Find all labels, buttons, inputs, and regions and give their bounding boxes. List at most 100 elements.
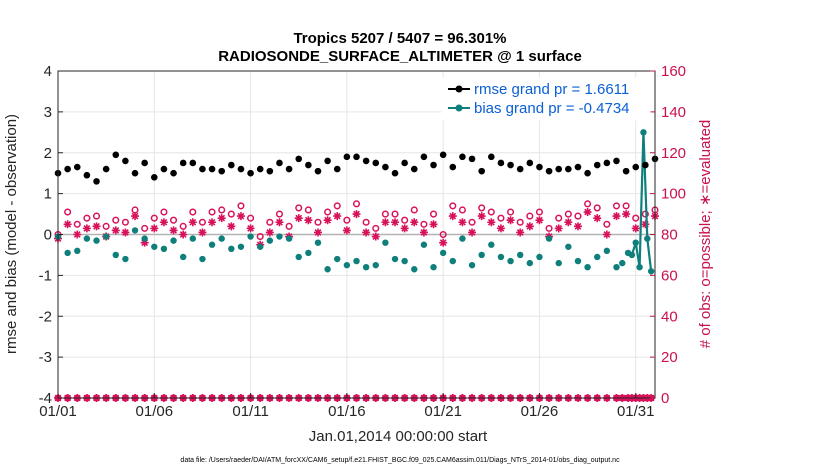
x-tick-label: 01/11 [232, 403, 268, 420]
obs-evaluated-point [573, 222, 582, 231]
rmse-point [478, 167, 485, 175]
bias-point [141, 235, 148, 242]
obs-possible-point [603, 220, 611, 228]
bias-point [257, 243, 264, 250]
rmse-point [266, 167, 274, 175]
rmse-point [141, 159, 148, 167]
x-tick-label: 01/26 [521, 403, 559, 420]
rmse-point [295, 155, 303, 163]
rmse-point [420, 153, 428, 161]
bias-point [555, 259, 562, 267]
bias-point [488, 241, 495, 248]
bias-point [208, 241, 216, 248]
obs-possible-point [275, 210, 284, 218]
obs-evaluated-point [371, 232, 380, 241]
y-right-tick-label: 140 [661, 104, 686, 121]
obs-possible-point [410, 206, 418, 214]
obs-evaluated-point [496, 224, 505, 233]
obs-possible-point [439, 230, 447, 239]
y-right-tick-label: 60 [661, 267, 678, 284]
obs-possible-point [285, 222, 293, 230]
obs-possible-point [112, 216, 120, 224]
obs-possible-point [83, 214, 91, 222]
obs-evaluated-point [429, 220, 438, 229]
bias-point [449, 257, 456, 265]
bias-point [526, 259, 534, 267]
y-axis-left-label: rmse and bias (model - observation) [3, 114, 20, 354]
obs-evaluated-point [169, 226, 178, 235]
y-right-tick-label: 100 [661, 186, 686, 203]
obs-possible-point [189, 208, 197, 216]
rmse-point [122, 157, 129, 165]
obs-possible-point [574, 212, 582, 220]
obs-possible-point [487, 208, 495, 216]
x-axis-ticks: 01/01 01/06 01/11 01/16 01/21 01/26 01/31 [39, 393, 655, 420]
obs-possible-point [429, 210, 438, 218]
x-tick-label: 01/31 [617, 403, 655, 420]
y-left-tick-label: 2 [44, 145, 52, 162]
rmse-point [73, 163, 81, 171]
obs-possible-point [227, 210, 235, 218]
obs-possible-point [612, 202, 621, 210]
bias-point [401, 257, 408, 265]
bias-point [636, 264, 643, 271]
obs-evaluated-point [419, 228, 428, 237]
obs-evaluated-point [525, 222, 534, 231]
rmse-point [574, 163, 582, 171]
rmse-point [237, 165, 245, 173]
bias-point [362, 264, 370, 271]
y-right-tick-label: 20 [661, 349, 678, 366]
y-right-tick-label: 160 [661, 63, 686, 80]
rmse-point [131, 169, 139, 177]
obs-evaluated-point [73, 230, 82, 239]
obs-evaluated-point [227, 222, 236, 231]
x-tick-label: 01/16 [328, 403, 366, 420]
bias-point [276, 233, 283, 240]
bias-point [574, 257, 582, 265]
obs-evaluated-point [333, 212, 342, 221]
obs-possible-point [381, 210, 389, 218]
rmse-point [83, 171, 91, 179]
rmse-point [343, 153, 351, 161]
obs-evaluated-point [140, 238, 149, 247]
rmse-point [189, 159, 197, 167]
obs-possible-point [526, 212, 534, 220]
rmse-point [401, 159, 408, 167]
bias-point [131, 227, 139, 234]
obs-possible-point [352, 200, 361, 208]
obs-possible-point [362, 218, 370, 226]
bias-point [647, 268, 655, 275]
y-right-tick-label: 40 [661, 308, 678, 325]
y-axis-right-label: # of obs: o=possible; ∗=evaluated [697, 120, 714, 349]
legend-box [441, 77, 651, 121]
bias-point [430, 264, 437, 271]
rmse-point [565, 165, 572, 173]
obs-possible-point [333, 202, 341, 210]
bias-point [411, 266, 418, 273]
obs-evaluated-point [352, 210, 361, 219]
bias-point [478, 251, 485, 259]
rmse-point [199, 165, 206, 173]
obs-evaluated-point [342, 226, 351, 235]
obs-evaluated-point [313, 228, 322, 237]
obs-evaluated-point [179, 230, 188, 239]
obs-possible-point [535, 208, 544, 216]
bias-point [632, 239, 639, 246]
obs-evaluated-point [150, 224, 159, 233]
bias-point [468, 261, 476, 269]
rmse-point [642, 161, 649, 169]
obs-evaluated-point [82, 224, 91, 233]
bias-point [83, 235, 91, 242]
rmse-point [353, 153, 360, 161]
obs-evaluated-point [583, 208, 592, 217]
bias-point [594, 253, 601, 261]
bias-point [507, 257, 514, 265]
bias-point [334, 255, 341, 263]
bias-point [343, 261, 351, 269]
rmse-point [362, 157, 370, 165]
bias-point [459, 235, 466, 242]
obs-possible-series [54, 200, 659, 241]
rmse-point [497, 159, 505, 167]
y-left-tick-label: -1 [39, 267, 52, 284]
rmse-point [449, 163, 457, 171]
